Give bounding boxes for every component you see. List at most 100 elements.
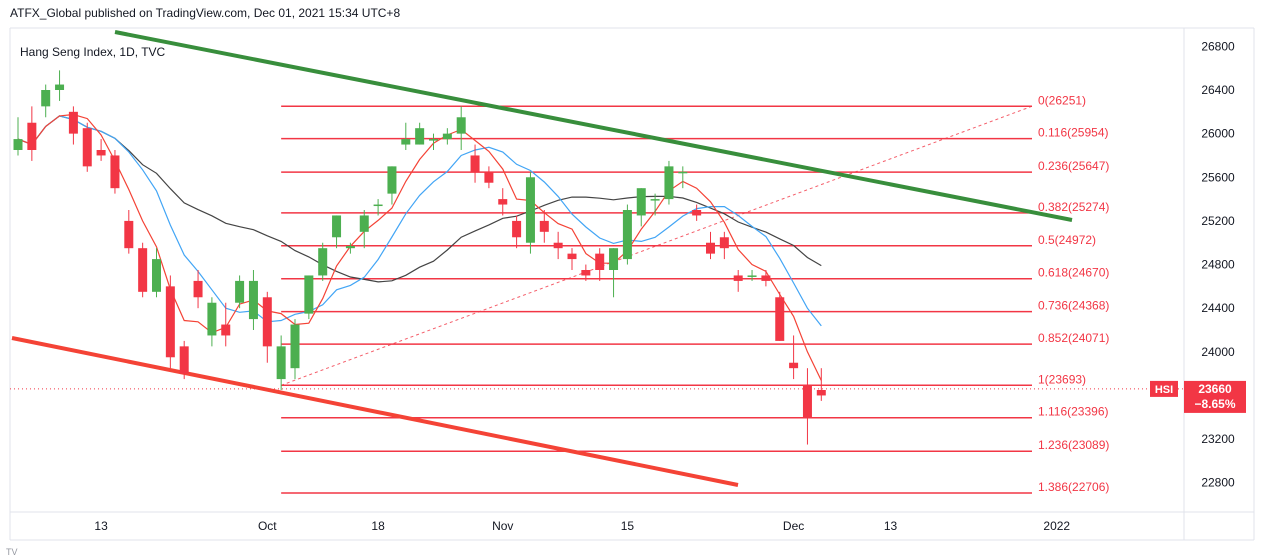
candle-body xyxy=(304,275,314,314)
candle-body xyxy=(484,171,494,183)
candle-body xyxy=(692,210,702,216)
candle-body xyxy=(678,171,688,174)
candle-body xyxy=(581,270,591,276)
candle-body xyxy=(27,122,37,150)
candle-body xyxy=(498,199,508,205)
candle-body xyxy=(152,259,161,292)
y-tick-label: 23200 xyxy=(1201,432,1235,446)
price-tag-bg xyxy=(1184,380,1246,413)
candle-body xyxy=(415,128,425,145)
candle-body xyxy=(664,166,674,200)
x-tick-label: 18 xyxy=(371,519,385,533)
candle-body xyxy=(789,362,799,369)
candle-body xyxy=(359,215,369,232)
fib-level-label: 0.236(25647) xyxy=(1038,159,1109,173)
chart-title: Hang Seng Index, 1D, TVC xyxy=(20,45,166,59)
candle-body xyxy=(539,220,549,232)
tv-logo: TV xyxy=(6,547,18,557)
candle-body xyxy=(345,246,355,249)
x-tick-label: Dec xyxy=(783,519,804,533)
fib-level-label: 0.618(24670) xyxy=(1038,266,1109,280)
x-axis: 13 Oct 18 Nov 15 Dec 13 2022 xyxy=(94,519,1070,533)
candle-body xyxy=(761,275,771,281)
candle-body xyxy=(165,286,175,358)
y-tick-label: 25200 xyxy=(1201,214,1235,228)
candle-body xyxy=(747,275,757,277)
candle-body xyxy=(816,390,826,396)
candle-body xyxy=(290,324,300,369)
candle-body xyxy=(55,84,65,90)
candle-body xyxy=(470,155,480,172)
fib-level-label: 0.116(25954) xyxy=(1038,126,1109,140)
y-tick-label: 24400 xyxy=(1201,301,1235,315)
candle-body xyxy=(248,280,258,320)
y-tick-label: 26800 xyxy=(1201,39,1235,53)
candle-body xyxy=(650,199,660,201)
y-tick-label: 24000 xyxy=(1201,345,1235,359)
x-tick-label: Oct xyxy=(258,519,277,533)
candle-body xyxy=(262,297,272,347)
fib-levels: 0(26251) 0.116(25954) 0.236(25647) 0.382(25… xyxy=(280,93,1109,494)
fib-level-label: 0.382(25274) xyxy=(1038,200,1109,214)
candle-body xyxy=(221,324,231,336)
candle-body xyxy=(636,188,646,216)
y-tick-label: 25600 xyxy=(1201,170,1235,184)
x-tick-label: 13 xyxy=(94,519,108,533)
candle-body xyxy=(609,248,619,270)
candle-body xyxy=(318,248,328,276)
candle-body xyxy=(775,297,785,341)
symbol-tag-text: HSI xyxy=(1155,384,1173,396)
moving-averages xyxy=(17,113,822,381)
candle-body xyxy=(68,111,78,134)
candle-body xyxy=(401,139,411,145)
y-tick-label: 26000 xyxy=(1201,127,1235,141)
x-tick-label: 13 xyxy=(884,519,898,533)
candle-body xyxy=(733,275,743,281)
y-tick-label: 24800 xyxy=(1201,258,1235,272)
y-tick-label: 26400 xyxy=(1201,83,1235,97)
x-tick-label: 2022 xyxy=(1043,519,1070,533)
candle-body xyxy=(179,346,189,374)
candle-body xyxy=(235,280,245,303)
y-axis: 26800 26400 26000 25600 25200 24800 24400 24000… xyxy=(1201,39,1235,489)
candle-body xyxy=(332,215,342,238)
fib-level-label: 1.236(23089) xyxy=(1038,438,1109,452)
candle-body xyxy=(276,346,286,380)
candle-body xyxy=(595,253,605,270)
candle-body xyxy=(456,117,466,134)
candle-body xyxy=(193,280,203,298)
symbol-tag-bg xyxy=(1150,380,1178,397)
fib-level-label: 0.5(24972) xyxy=(1038,233,1096,247)
candle-body xyxy=(525,177,535,243)
candle-body xyxy=(207,302,217,336)
fib-level-label: 0.736(24368) xyxy=(1038,299,1109,313)
candle-body xyxy=(387,166,397,194)
price-tag-value: 23660 xyxy=(1198,382,1232,396)
candle-body xyxy=(719,237,729,249)
candle-body xyxy=(82,128,92,167)
trendlines xyxy=(11,30,1073,487)
candle-body xyxy=(41,90,51,107)
fib-level-label: 0(26251) xyxy=(1038,93,1086,107)
fib-level-label: 1(23693) xyxy=(1038,372,1086,386)
y-tick-label: 22800 xyxy=(1201,476,1235,490)
price-label: HSI 23660−8.65% xyxy=(10,380,1246,413)
ma-line-2 xyxy=(17,113,822,381)
candle-body xyxy=(622,210,632,260)
ma-line-1 xyxy=(17,115,822,327)
candle-body xyxy=(429,139,438,141)
candle-body xyxy=(110,155,120,189)
candle-body xyxy=(706,242,715,254)
price-tag-change: −8.65% xyxy=(1194,397,1235,411)
candle-body xyxy=(442,133,452,140)
x-tick-label: Nov xyxy=(492,519,513,533)
candle-body xyxy=(124,220,134,249)
fib-level-label: 1.386(22706) xyxy=(1038,480,1109,494)
ma-line-0 xyxy=(17,115,822,283)
candle-body xyxy=(13,139,23,150)
green-trendline xyxy=(114,30,1073,222)
fib-level-label: 1.116(23396) xyxy=(1038,405,1109,419)
candle-body xyxy=(567,253,577,260)
x-tick-label: 15 xyxy=(621,519,635,533)
